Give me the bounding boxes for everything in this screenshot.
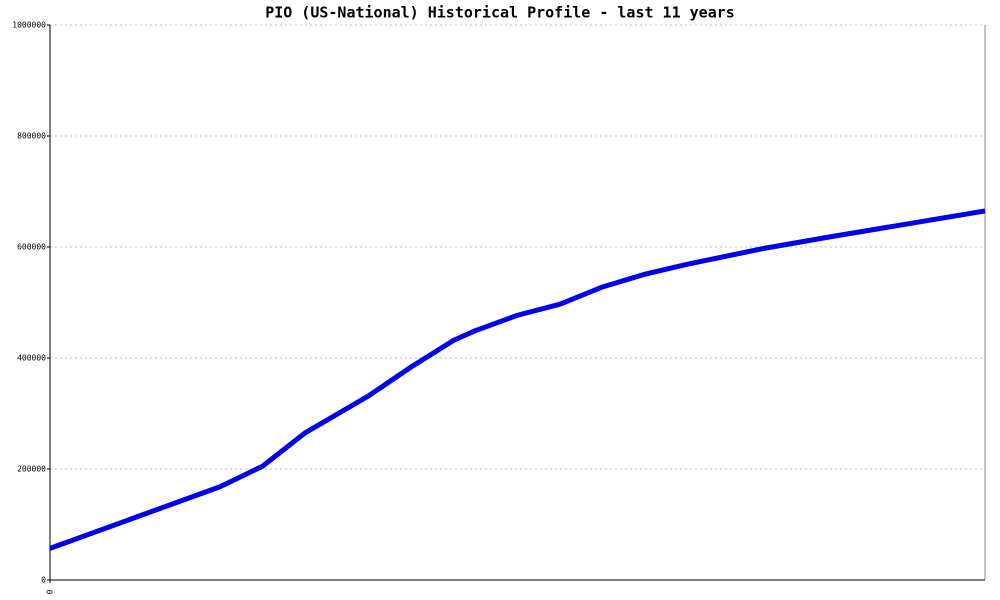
data-line <box>49 208 986 551</box>
x-tick-label: 0 <box>46 589 55 594</box>
y-tick-label: 600000 <box>17 243 46 252</box>
y-tick-label: 200000 <box>17 465 46 474</box>
y-tick-label: 400000 <box>17 354 46 363</box>
chart-title: PIO (US-National) Historical Profile - l… <box>265 4 735 22</box>
y-tick-label: 1000000 <box>12 21 46 30</box>
y-tick-label: 0 <box>41 576 46 585</box>
y-tick-label: 800000 <box>17 132 46 141</box>
